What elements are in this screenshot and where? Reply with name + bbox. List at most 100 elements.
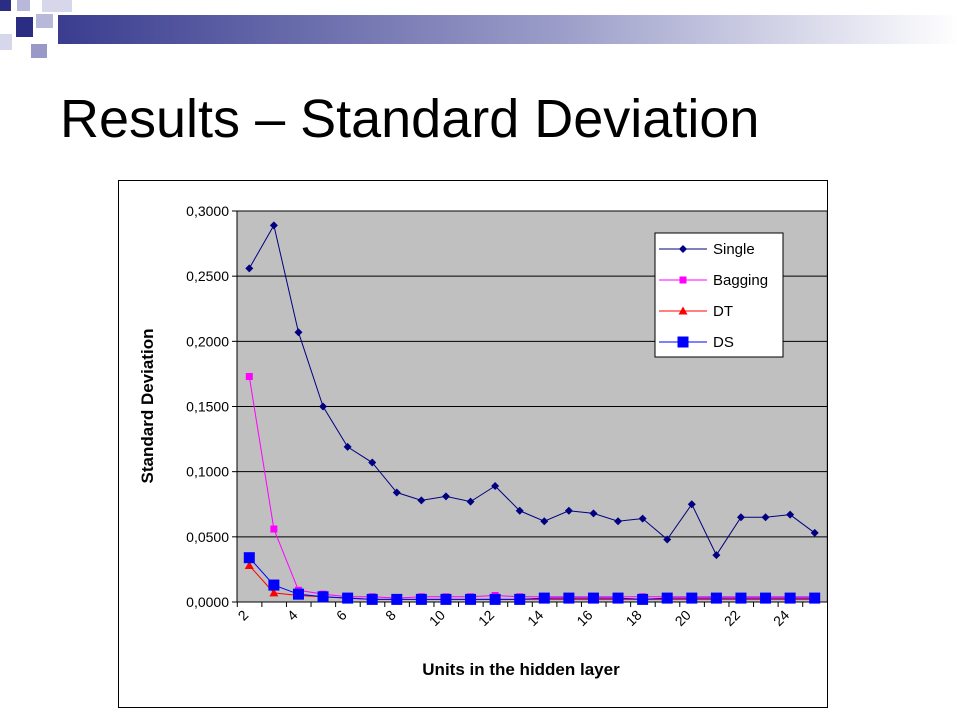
data-point-single xyxy=(761,513,770,522)
data-point-ds xyxy=(710,592,722,604)
deco-square xyxy=(0,34,12,50)
data-point-single xyxy=(540,517,549,526)
deco-square xyxy=(42,0,72,12)
chart-frame: 0,0000 0,0500 0,1000 0,1500 0,2000 0,2500 0,30… xyxy=(118,180,828,708)
data-point-ds xyxy=(587,592,599,604)
data-point-single xyxy=(663,535,672,544)
data-point-ds xyxy=(760,592,772,604)
slide-title: Results – Standard Deviation xyxy=(60,89,760,149)
data-point-single xyxy=(638,514,647,523)
x-tick-label: 20 xyxy=(672,607,694,629)
data-point-single xyxy=(269,221,278,230)
data-point-ds xyxy=(809,592,821,604)
y-tick-label: 0,0000 xyxy=(186,594,229,610)
data-point-single xyxy=(343,442,352,451)
data-point-ds xyxy=(563,592,575,604)
y-tick-label: 0,3000 xyxy=(186,203,229,219)
y-tick-label: 0,2500 xyxy=(186,268,229,284)
x-tick-label: 18 xyxy=(622,607,644,629)
title-decoration xyxy=(0,0,960,58)
data-point-single xyxy=(491,482,500,491)
x-tick-label: 8 xyxy=(382,607,399,624)
legend-label: Bagging xyxy=(713,272,768,289)
legend-entry: Bagging xyxy=(659,272,768,289)
data-point-single xyxy=(687,500,696,509)
data-point-ds xyxy=(514,593,526,605)
data-point-ds xyxy=(612,592,624,604)
y-tick-label: 0,1000 xyxy=(186,464,229,480)
data-point-ds xyxy=(735,592,747,604)
title-gradient-bar xyxy=(58,15,960,44)
data-point-single xyxy=(589,509,598,518)
data-point-single xyxy=(515,506,524,515)
legend-marker xyxy=(677,336,689,348)
x-tick-label: 4 xyxy=(284,607,301,624)
data-point-single xyxy=(294,328,303,337)
x-axis-title: Units in the hidden layer xyxy=(422,660,620,679)
legend-entry: DS xyxy=(659,334,734,351)
y-tick-label: 0,2000 xyxy=(186,333,229,349)
series-single xyxy=(245,221,819,560)
legend-box xyxy=(654,232,784,358)
x-tick-label: 22 xyxy=(721,607,743,629)
data-point-single xyxy=(712,551,721,560)
data-point-single xyxy=(736,513,745,522)
x-tick-label: 10 xyxy=(426,607,448,629)
deco-square xyxy=(0,0,11,11)
deco-square xyxy=(31,44,47,58)
y-axis-title: Standard Deviation xyxy=(138,329,157,484)
data-point-dt xyxy=(244,561,254,570)
x-tick-label: 16 xyxy=(573,607,595,629)
data-point-ds xyxy=(465,593,477,605)
legend-label: Single xyxy=(713,241,755,258)
legend-label: DS xyxy=(713,334,734,351)
deco-square xyxy=(16,17,33,37)
data-point-ds xyxy=(489,593,501,605)
data-point-ds xyxy=(637,593,649,605)
deco-square xyxy=(36,14,53,28)
y-tick-label: 0,1500 xyxy=(186,399,229,415)
x-tick-label: 24 xyxy=(770,607,792,629)
y-tick-label: 0,0500 xyxy=(186,529,229,545)
data-point-single xyxy=(368,458,377,467)
data-point-single xyxy=(614,517,623,526)
data-point-single xyxy=(810,528,819,537)
x-tick-label: 2 xyxy=(235,607,252,624)
data-point-ds xyxy=(661,592,673,604)
data-point-ds xyxy=(243,552,255,564)
series-line-single xyxy=(248,223,816,557)
data-point-single xyxy=(441,492,450,501)
data-point-bagging xyxy=(270,525,278,533)
legend-entry: DT xyxy=(659,303,733,320)
legend-marker xyxy=(679,245,687,253)
data-point-ds xyxy=(415,593,427,605)
data-point-ds xyxy=(342,592,354,604)
data-point-ds xyxy=(366,593,378,605)
data-point-ds xyxy=(391,593,403,605)
x-tick-label: 6 xyxy=(333,607,350,624)
data-point-single xyxy=(564,506,573,515)
line-chart: 0,0000 0,0500 0,1000 0,1500 0,2000 0,2500 0,30… xyxy=(138,203,827,679)
data-point-ds xyxy=(538,592,550,604)
data-point-ds xyxy=(268,579,280,591)
x-tick-label: 14 xyxy=(524,607,546,629)
data-point-single xyxy=(319,402,328,411)
deco-square xyxy=(17,0,30,11)
data-point-single xyxy=(392,488,401,497)
legend-marker xyxy=(678,306,688,315)
data-point-ds xyxy=(292,588,304,600)
data-point-bagging xyxy=(245,373,253,381)
data-point-ds xyxy=(317,591,329,603)
legend-marker xyxy=(679,276,687,284)
data-point-ds xyxy=(440,593,452,605)
data-point-ds xyxy=(784,592,796,604)
legend-label: DT xyxy=(713,303,733,320)
x-tick-label: 12 xyxy=(475,607,497,629)
data-point-single xyxy=(417,496,426,505)
data-point-single xyxy=(466,497,475,506)
series-ds xyxy=(243,552,821,605)
data-point-single xyxy=(245,264,254,273)
legend-entry: Single xyxy=(659,241,755,258)
data-point-ds xyxy=(686,592,698,604)
data-point-dt xyxy=(269,588,279,597)
